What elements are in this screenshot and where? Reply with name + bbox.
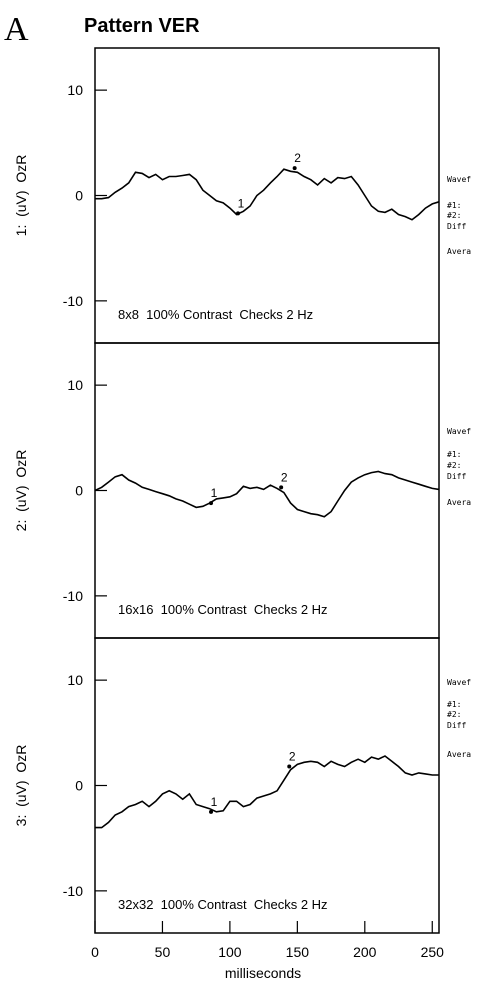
y-tick-label: 10 [67,377,83,393]
side-label: Avera [447,498,471,507]
peak-label: 1 [211,486,218,500]
y-tick-label: 0 [75,188,83,204]
peak-label: 2 [281,470,288,484]
x-axis-label: milliseconds [225,965,301,981]
y-tick-label: 10 [67,82,83,98]
y-tick-label: -10 [63,588,83,604]
side-label: Wavef [447,175,471,184]
side-label: #1: [447,450,461,459]
y-axis-label: 1: (uV) OzR [13,155,29,237]
side-label: #2: [447,211,461,220]
peak-label: 2 [294,151,301,165]
peak-marker [235,211,240,216]
side-label: Diff [447,222,466,231]
peak-label: 2 [289,750,296,764]
side-label: Diff [447,721,466,730]
panel-annotation: 16x16 100% Contrast Checks 2 Hz [118,602,328,617]
peak-marker [287,764,292,769]
peak-marker [209,809,214,814]
waveform [95,755,439,829]
y-tick-label: -10 [63,293,83,309]
x-tick-label: 100 [218,944,242,960]
side-label: Wavef [447,678,471,687]
waveform [95,168,440,221]
panel-letter: A [4,11,29,48]
peak-marker [292,166,297,171]
x-tick-label: 0 [91,944,99,960]
waveform [94,470,440,518]
side-label: #1: [447,201,461,210]
x-tick-label: 50 [155,944,171,960]
side-label: Avera [447,750,471,759]
side-label: Wavef [447,427,471,436]
peak-label: 1 [211,795,218,809]
peak-marker [209,501,214,506]
x-tick-label: 150 [286,944,310,960]
figure-title: Pattern VER [84,15,200,37]
y-tick-label: 10 [67,672,83,688]
plot-frame [94,342,440,639]
side-label: Diff [447,472,466,481]
y-axis-label: 2: (uV) OzR [13,450,29,532]
side-label: #2: [447,710,461,719]
side-label: #1: [447,700,461,709]
y-axis-label: 3: (uV) OzR [13,745,29,827]
peak-marker [279,485,284,490]
panel-annotation: 32x32 100% Contrast Checks 2 Hz [118,897,328,912]
panel-annotation: 8x8 100% Contrast Checks 2 Hz [118,307,313,322]
plot-frame [94,47,440,344]
side-label: Avera [447,247,471,256]
peak-label: 1 [238,196,245,210]
x-tick-label: 200 [353,944,377,960]
x-tick-label: 250 [421,944,445,960]
y-tick-label: 0 [75,483,83,499]
y-tick-label: -10 [63,883,83,899]
y-tick-label: 0 [75,778,83,794]
plot-frame [94,637,440,934]
side-label: #2: [447,461,461,470]
